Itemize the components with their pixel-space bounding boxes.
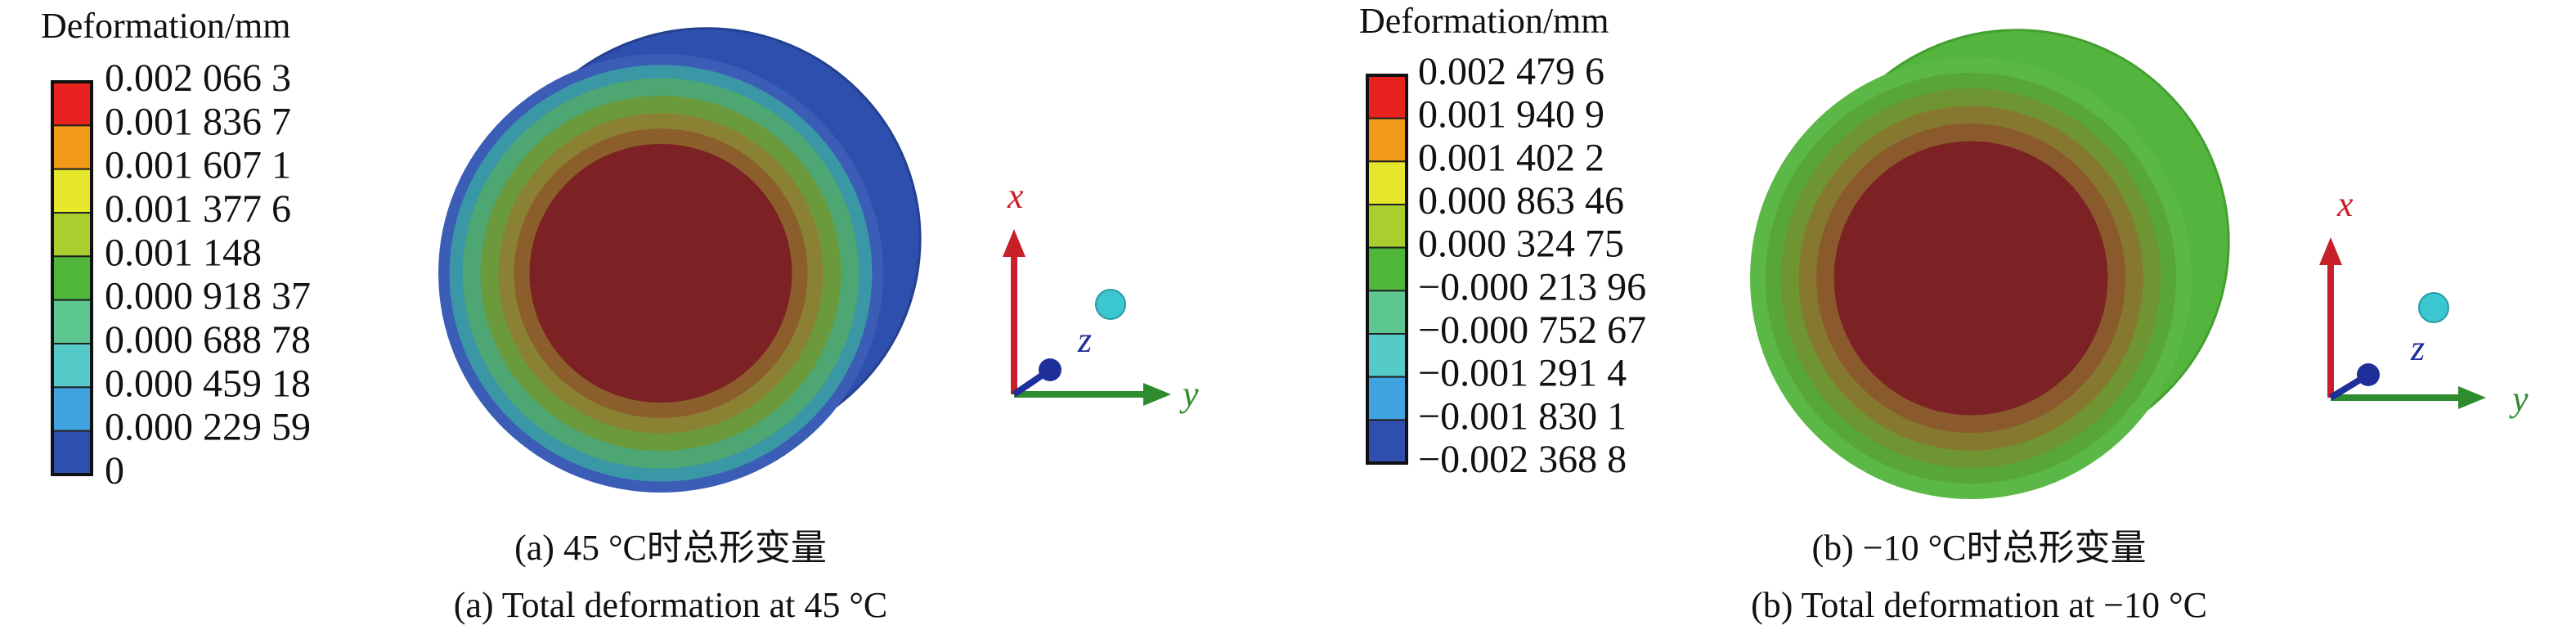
legend-label: 0 xyxy=(105,449,124,493)
legend-label: 0.000 918 37 xyxy=(105,275,311,318)
legend-swatch xyxy=(52,168,92,214)
axis-z-head xyxy=(2357,363,2380,386)
legend-label: −0.002 368 8 xyxy=(1418,438,1627,481)
view-ball xyxy=(2418,292,2449,323)
legend-label: −0.000 213 96 xyxy=(1418,265,1646,308)
legend-label: −0.001 830 1 xyxy=(1418,394,1627,438)
legend-swatch xyxy=(52,255,92,301)
legend-swatch xyxy=(1367,160,1407,205)
cylinder-ring xyxy=(1833,141,2108,416)
legend-swatch xyxy=(52,124,92,170)
axis-y-label: y xyxy=(1179,374,1199,414)
caption-en: (a) Total deformation at 45 °C xyxy=(454,585,888,625)
legend-swatch xyxy=(1367,74,1407,119)
axis-x-label: x xyxy=(1007,176,1024,216)
view-ball xyxy=(1095,289,1126,320)
legend-swatch xyxy=(1367,246,1407,292)
legend-label: 0.000 229 59 xyxy=(105,406,311,449)
legend-swatch xyxy=(1367,290,1407,335)
legend-label: 0.001 402 2 xyxy=(1418,136,1604,179)
legend-swatch xyxy=(1367,333,1407,378)
legend-swatch xyxy=(1367,419,1407,464)
legend-label: 0.000 863 46 xyxy=(1418,179,1624,223)
axis-y-head xyxy=(2458,386,2486,409)
axis-x-label: x xyxy=(2336,184,2354,224)
legend-label: 0.000 459 18 xyxy=(105,362,311,405)
legend-label: 0.001 940 9 xyxy=(1418,93,1604,137)
caption-zh: (a) 45 °C时总形变量 xyxy=(514,528,827,568)
legend-swatch xyxy=(1367,117,1407,163)
axis-x-head xyxy=(1003,229,1025,257)
legend-label: 0.002 479 6 xyxy=(1418,50,1604,93)
legend-swatch xyxy=(1367,204,1407,249)
axis-z-label: z xyxy=(1077,320,1092,360)
legend-label: 0.001 607 1 xyxy=(105,144,291,187)
legend-swatch xyxy=(52,430,92,476)
legend-label: −0.000 752 67 xyxy=(1418,308,1646,352)
legend-label: −0.001 291 4 xyxy=(1418,352,1627,395)
legend-swatch xyxy=(52,299,92,344)
axis-y-label: y xyxy=(2509,379,2529,419)
axis-x-head xyxy=(2319,237,2342,265)
legend-frame xyxy=(51,80,93,476)
legend-swatch xyxy=(52,212,92,258)
legend-label: 0.000 688 78 xyxy=(105,318,311,362)
legend-frame xyxy=(1366,74,1408,465)
legend-swatch xyxy=(52,81,92,127)
legend-label: 0.001 148 xyxy=(105,231,262,274)
legend-label: 0.001 836 7 xyxy=(105,100,291,143)
caption-zh: (b) −10 °C时总形变量 xyxy=(1811,528,2146,568)
cylinder-ring xyxy=(529,143,792,403)
legend-swatch xyxy=(52,386,92,432)
caption-en: (b) Total deformation at −10 °C xyxy=(1751,585,2207,625)
legend-title: Deformation/mm xyxy=(1359,1,1609,41)
legend-label: 0.002 066 3 xyxy=(105,56,291,100)
axis-z-label: z xyxy=(2410,328,2425,368)
legend-swatch xyxy=(1367,376,1407,421)
axis-z-head xyxy=(1039,358,1061,381)
legend-title: Deformation/mm xyxy=(41,6,291,46)
legend-label: 0.000 324 75 xyxy=(1418,223,1624,266)
legend-label: 0.001 377 6 xyxy=(105,187,291,231)
axis-y-head xyxy=(1143,383,1171,406)
legend-swatch xyxy=(52,343,92,389)
